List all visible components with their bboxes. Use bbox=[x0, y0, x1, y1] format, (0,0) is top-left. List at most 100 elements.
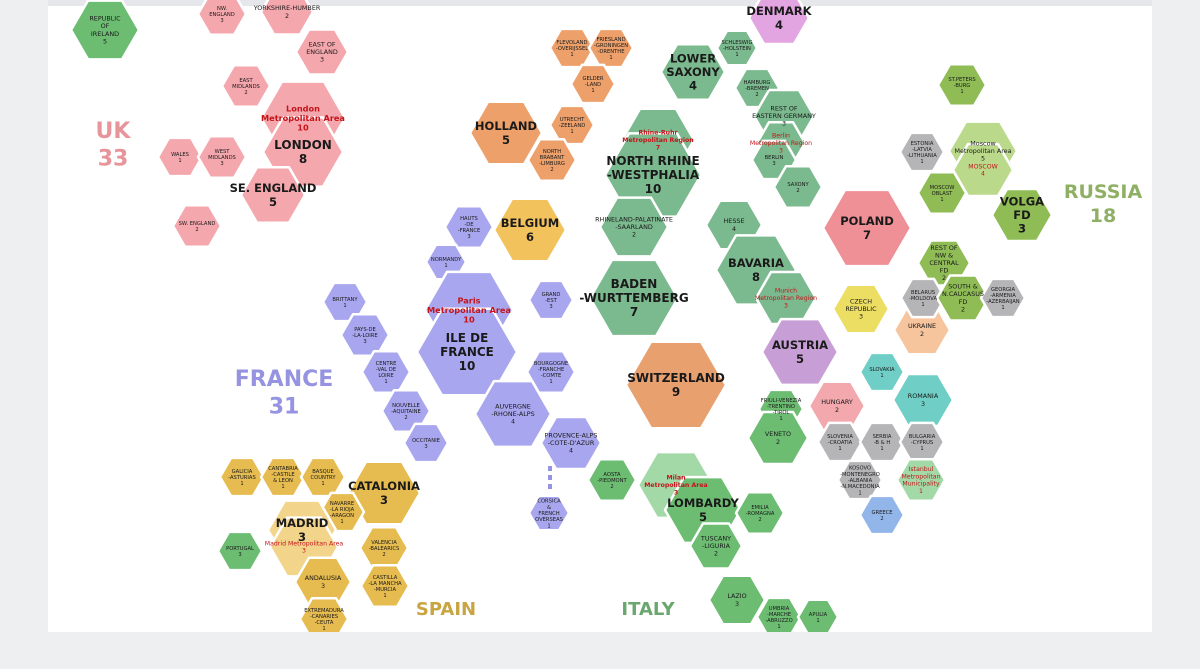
region-label-line: -EST bbox=[545, 298, 557, 304]
region-label: FLEVOLAND -OVERIJSSEL 1 bbox=[556, 39, 588, 57]
region-label-line: 2 bbox=[835, 406, 839, 414]
region-label-line: KOSOVO bbox=[849, 465, 871, 471]
region-label: TUSCANY -LIGURIA 2 bbox=[700, 534, 731, 557]
region-label-line: Moscow bbox=[970, 139, 995, 147]
region-label-line: CASTILLA bbox=[373, 574, 398, 580]
region-label-line: 10 bbox=[463, 314, 475, 324]
map-frame: REPUBLIC OF IRELAND 5 NW. ENGLAND 3 YORKSHIRE-H… bbox=[48, 0, 1152, 632]
region-label-line: SWITZERLAND bbox=[627, 370, 725, 384]
region-label-line: MOSCOW bbox=[968, 163, 997, 170]
region-label-line: 10 bbox=[645, 182, 662, 196]
region-label: WEST MIDLANDS 3 bbox=[208, 148, 236, 166]
region-label-line: 1 bbox=[383, 593, 386, 599]
region-label-line: CATALONIA bbox=[348, 479, 420, 493]
region-label-line: MADRID bbox=[276, 516, 329, 530]
region-label-line: 3 bbox=[380, 492, 388, 506]
region-label-line: MIDLANDS bbox=[208, 155, 236, 161]
region-label-line: OF bbox=[101, 22, 110, 30]
region-label-line: CENTRAL bbox=[929, 259, 959, 267]
region-hex bbox=[525, 349, 577, 395]
region-label-line: 1 bbox=[591, 88, 594, 94]
region-hex bbox=[951, 142, 1015, 198]
region-label-line: 1 bbox=[779, 416, 782, 422]
region-label-line: 7 bbox=[863, 227, 871, 241]
region-label-line: FRIESLAND bbox=[596, 36, 625, 42]
region-hex bbox=[821, 188, 913, 268]
region-label: NAVARRE -LA RIOJA -ARAGON 1 bbox=[330, 500, 355, 524]
region-label: FRIULI-VENEZIA -TRENTINO -TIROL 1 bbox=[761, 397, 802, 421]
region-label-line: 1 bbox=[444, 263, 447, 269]
region-label-line: -ABRUZZO bbox=[765, 618, 792, 624]
region-label-line: 5 bbox=[103, 37, 107, 45]
region-label: HESSE 4 bbox=[724, 217, 745, 233]
region-label-line: NORMANDY bbox=[431, 256, 462, 262]
region-label-line: ROMANIA bbox=[908, 392, 939, 400]
region-hex bbox=[259, 0, 315, 36]
region-label: PAYS-DE -LA-LOIRE 3 bbox=[352, 326, 377, 344]
region-label-line: Madrid Metropolitan Area bbox=[265, 540, 344, 547]
region-label-line: 1 bbox=[921, 302, 924, 308]
region-label-line: 3 bbox=[735, 600, 739, 608]
region-label: Milan Metropolitan Area 3 bbox=[644, 475, 707, 497]
region-label-line: -PIEDMONT bbox=[597, 478, 627, 484]
region-label-line: MIDLANDS bbox=[232, 84, 260, 90]
region-hex bbox=[916, 170, 968, 216]
region-label-line: ST.PETERS bbox=[948, 76, 975, 82]
region-label-line: TUSCANY bbox=[700, 534, 731, 542]
region-label-line: OBLAST bbox=[932, 191, 953, 197]
region-label: AOSTA -PIEDMONT 2 bbox=[597, 471, 627, 489]
region-hex bbox=[858, 421, 906, 463]
region-label-line: 5 bbox=[981, 155, 985, 163]
region-hex bbox=[239, 166, 307, 224]
region-label: Rhine-Ruhr Metropolitan Region 7 bbox=[622, 130, 693, 152]
region-label: SCHLESWIG -HOLSTEIN 1 bbox=[722, 39, 753, 57]
region-label-line: -CYPRUS bbox=[911, 440, 933, 446]
region-label: CANTABRIA -CASTILE & LEON 1 bbox=[268, 465, 298, 489]
region-hex bbox=[734, 490, 786, 536]
region-label-line: NW. bbox=[217, 5, 227, 11]
region-hex bbox=[587, 27, 635, 69]
region-label-line: AUSTRIA bbox=[772, 338, 828, 352]
region-label: SOUTH & N.CAUCASUS FD 2 bbox=[942, 283, 984, 314]
region-label-line: UTRECHT bbox=[560, 116, 585, 122]
region-label-line: GEORGIA bbox=[991, 286, 1016, 292]
region-label-line: FD bbox=[1013, 208, 1030, 222]
region-label-line: 1 bbox=[322, 626, 325, 632]
region-label-line: REPUBLIC bbox=[89, 15, 121, 23]
region-label-line: 3 bbox=[320, 56, 324, 64]
region-label-line: 1 bbox=[920, 159, 923, 165]
region-label-line: 1 bbox=[343, 303, 346, 309]
region-label-line: CZECH bbox=[850, 297, 872, 305]
region-label-line: 10 bbox=[297, 122, 309, 132]
region-label-line: -MOLDOVA bbox=[909, 296, 938, 302]
region-label-line: -DRENTHE bbox=[598, 49, 625, 55]
region-hex bbox=[473, 379, 553, 449]
label-layer: REPUBLIC OF IRELAND 5NW. ENGLAND 3YORKSHIRE-H… bbox=[89, 4, 1044, 632]
region-hex bbox=[755, 596, 803, 632]
region-label-line: -ALBANIA bbox=[848, 478, 873, 484]
region-label: ST.PETERS -BURG 1 bbox=[948, 76, 975, 94]
region-label-line: -LIMBURG bbox=[539, 161, 565, 167]
region-label: NORTH RHINE -WESTPHALIA 10 bbox=[606, 153, 699, 195]
region-label-line: UMBRIA bbox=[769, 605, 790, 611]
region-label-line: 3 bbox=[220, 161, 223, 167]
region-label-line: MOSCOW bbox=[930, 184, 955, 190]
region-label-line: EAST OF bbox=[308, 40, 335, 48]
region-label-line: -VAL DE bbox=[376, 366, 396, 372]
region-label-line: SERBIA bbox=[873, 433, 892, 439]
region-label-line: -MURCIA bbox=[374, 587, 397, 593]
region-label-line: 1 bbox=[838, 446, 841, 452]
region-label: DENMARK 4 bbox=[746, 4, 812, 32]
region-hex bbox=[443, 204, 495, 250]
region-label-line: 1 bbox=[340, 519, 343, 525]
region-label-line: Milan bbox=[667, 475, 686, 482]
region-label-line: COUNTRY bbox=[311, 475, 337, 481]
region-label: ILE DE FRANCE 10 bbox=[440, 330, 494, 372]
region-label-line: 2 bbox=[550, 167, 553, 173]
region-label-line: WEST bbox=[215, 148, 231, 154]
region-label-line: Metropolitan Area bbox=[644, 482, 707, 489]
region-label: LOWER SAXONY 4 bbox=[666, 51, 720, 92]
region-hex bbox=[298, 596, 350, 632]
region-label: CZECH REPUBLIC 3 bbox=[845, 297, 877, 320]
